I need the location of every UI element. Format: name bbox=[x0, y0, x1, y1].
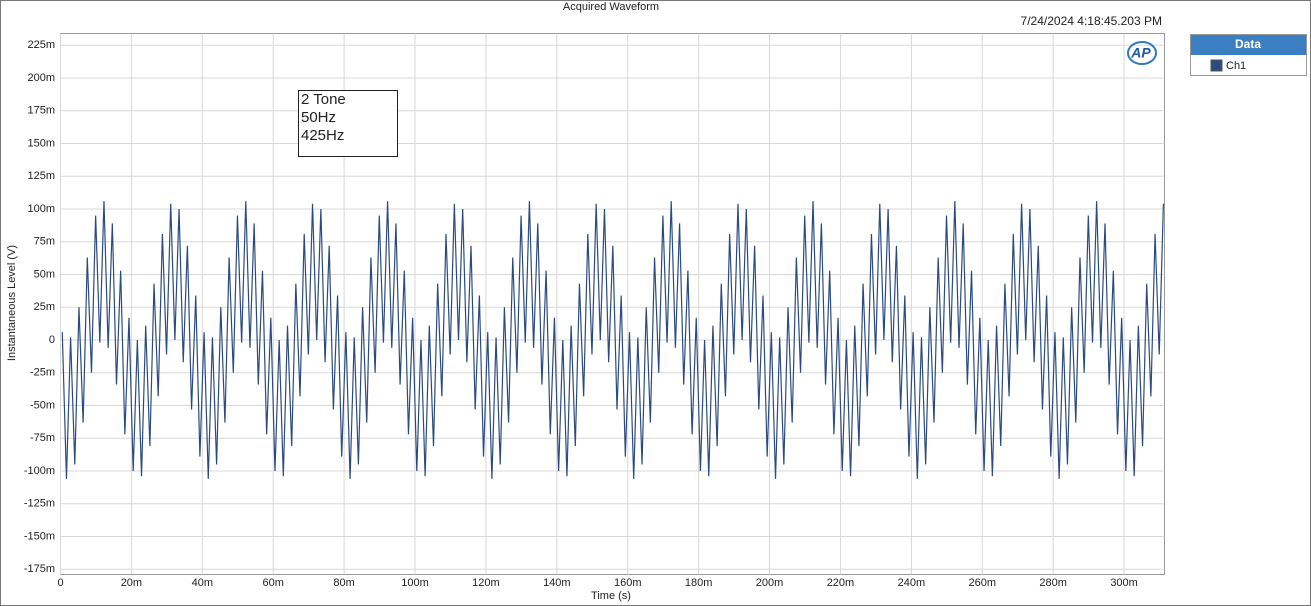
y-tick-label: 125m bbox=[27, 170, 55, 182]
y-tick-label: -150m bbox=[24, 530, 55, 542]
plot-area bbox=[60, 33, 1165, 575]
legend-header bbox=[1191, 35, 1306, 55]
y-tick-label: 200m bbox=[27, 72, 55, 84]
annotation-line: 425Hz bbox=[301, 127, 344, 144]
logo-text: AP bbox=[1130, 45, 1151, 61]
y-tick-label: 0 bbox=[49, 334, 55, 346]
y-tick-label: 100m bbox=[27, 203, 55, 215]
y-tick-label: 225m bbox=[27, 39, 55, 51]
y-tick-label: 50m bbox=[34, 268, 55, 280]
y-tick-label: -25m bbox=[30, 367, 55, 379]
x-tick-label: 20m bbox=[121, 577, 142, 589]
annotation-frame bbox=[298, 90, 398, 157]
x-tick-label: 0 bbox=[57, 577, 63, 589]
chart-title: Acquired Waveform bbox=[563, 1, 659, 13]
x-tick-label: 40m bbox=[192, 577, 213, 589]
annotation-line: 2 Tone bbox=[301, 91, 346, 108]
y-tick-label: -75m bbox=[30, 432, 55, 444]
x-tick-label: 100m bbox=[401, 577, 429, 589]
x-tick-label: 80m bbox=[333, 577, 354, 589]
x-tick-label: 160m bbox=[614, 577, 642, 589]
logo: AP bbox=[1127, 41, 1157, 65]
y-tick-label: 175m bbox=[27, 105, 55, 117]
x-tick-label: 140m bbox=[543, 577, 571, 589]
annotation-box: 2 Tone 50Hz 425Hz bbox=[298, 90, 398, 157]
legend-swatch bbox=[1210, 59, 1223, 72]
waveform-line bbox=[61, 201, 1164, 479]
x-tick-label: 200m bbox=[756, 577, 784, 589]
y-tick-label: 25m bbox=[34, 301, 55, 313]
x-tick-label: 280m bbox=[1039, 577, 1067, 589]
x-tick-label: 120m bbox=[472, 577, 500, 589]
legend-title: Data bbox=[1235, 37, 1261, 51]
x-tick-label: 220m bbox=[827, 577, 855, 589]
y-tick-label: -50m bbox=[30, 399, 55, 411]
x-tick-label: 300m bbox=[1110, 577, 1138, 589]
x-tick-label: 180m bbox=[685, 577, 713, 589]
y-tick-label: -100m bbox=[24, 465, 55, 477]
y-tick-label: 150m bbox=[27, 137, 55, 149]
timestamp: 7/24/2024 4:18:45.203 PM bbox=[1021, 14, 1162, 28]
x-tick-label: 260m bbox=[969, 577, 997, 589]
grid: 225m 200m 175m 150m 125m 100m 75m 50m 25m 0 -25m -5… bbox=[24, 33, 1165, 589]
legend: Data Ch1 bbox=[1190, 34, 1307, 76]
y-tick-label: 75m bbox=[34, 236, 55, 248]
x-tick-label: 240m bbox=[898, 577, 926, 589]
legend-label: Ch1 bbox=[1226, 60, 1246, 72]
x-tick-label: 60m bbox=[263, 577, 284, 589]
logo-ring bbox=[1127, 41, 1157, 65]
y-tick-label: -125m bbox=[24, 498, 55, 510]
annotation-line: 50Hz bbox=[301, 109, 336, 126]
y-axis-label: Instantaneous Level (V) bbox=[6, 245, 18, 361]
y-tick-label: -175m bbox=[24, 563, 55, 575]
marks bbox=[61, 201, 1164, 479]
x-axis-label: Time (s) bbox=[591, 590, 631, 602]
